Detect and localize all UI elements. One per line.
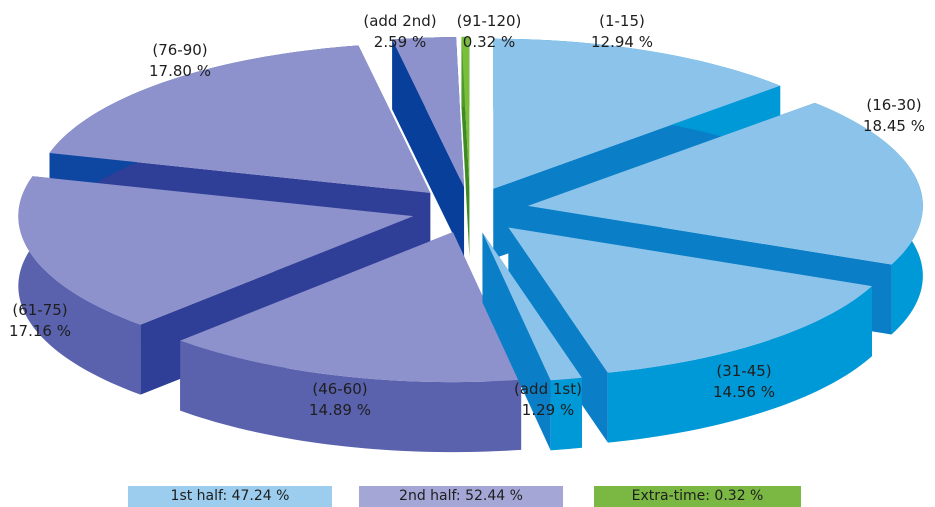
pie-slice-side-31-45: [607, 286, 873, 443]
slice-value-16-30: 18.45 %: [863, 117, 925, 135]
pie-slice-top-76-90: [49, 45, 431, 193]
slice-label-31-45: (31-45): [716, 362, 771, 380]
legend: 1st half: 47.24 % 2nd half: 52.44 % Extr…: [0, 486, 935, 507]
pie-slice-side-61-75: [18, 176, 141, 395]
pie-slice-top-add-1st: [482, 232, 582, 381]
slice-label-16-30: (16-30): [866, 96, 921, 114]
pie-slice-top-91-120: [461, 36, 470, 187]
pie-slices: [18, 36, 923, 453]
pie-slice-side-46-60: [180, 340, 522, 453]
slice-value-add-2nd: 2.59 %: [374, 33, 426, 51]
pie-slice-add-2nd: [392, 37, 465, 258]
pie-slice-wall-add-1st-end: [482, 232, 551, 451]
pie-slice-31-45: [508, 227, 873, 443]
pie-slice-top-16-30: [527, 102, 923, 265]
slice-value-76-90: 17.80 %: [149, 62, 211, 80]
pie-slice-46-60: [180, 232, 522, 453]
slice-label-91-120: (91-120): [457, 12, 522, 30]
slice-value-31-45: 14.56 %: [713, 383, 775, 401]
pie-slice-top-46-60: [180, 232, 522, 383]
pie-slice-91-120: [461, 36, 470, 257]
slice-label-add-1st: (add 1st): [514, 380, 582, 398]
slice-label-1-15: (1-15): [599, 12, 645, 30]
legend-item-extra-time: Extra-time: 0.32 %: [594, 486, 801, 507]
pie-slice-wall-31-45-end: [508, 227, 608, 443]
slice-label-46-60: (46-60): [312, 380, 367, 398]
slice-label-add-2nd: (add 2nd): [363, 12, 436, 30]
legend-item-1st-half: 1st half: 47.24 %: [128, 486, 332, 507]
pie-slice-top-1-15: [493, 38, 781, 189]
pie-slice-top-61-75: [18, 176, 414, 325]
slice-label-76-90: (76-90): [152, 41, 207, 59]
slice-value-1-15: 12.94 %: [591, 33, 653, 51]
slice-value-46-60: 14.89 %: [309, 401, 371, 419]
slice-value-91-120: 0.32 %: [463, 33, 515, 51]
pie-slice-add-1st: [482, 232, 582, 451]
pie-slice-side-add-1st: [550, 377, 582, 451]
pie-slice-top-31-45: [508, 227, 873, 373]
slice-value-61-75: 17.16 %: [9, 322, 71, 340]
slice-label-61-75: (61-75): [12, 301, 67, 319]
legend-item-2nd-half: 2nd half: 52.44 %: [359, 486, 563, 507]
slice-value-add-1st: 1.29 %: [522, 401, 574, 419]
pie-slice-top-add-2nd: [392, 37, 465, 188]
pie-labels: (1-15) 12.94 % (16-30) 18.45 % (31-45) 14.56 …: [9, 12, 925, 419]
